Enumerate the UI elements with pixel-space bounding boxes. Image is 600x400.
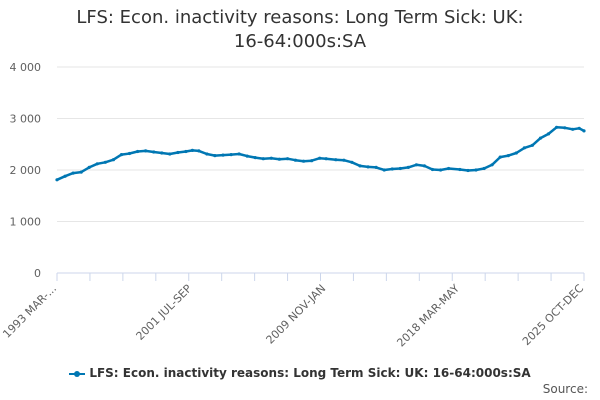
data-point[interactable] — [213, 154, 217, 158]
y-tick-label: 0 — [34, 267, 41, 280]
x-tick-label: 2009 NOV-JAN — [264, 282, 329, 347]
series-line — [56, 126, 585, 181]
data-point[interactable] — [422, 164, 426, 168]
data-point[interactable] — [253, 156, 257, 160]
data-point[interactable] — [302, 159, 306, 163]
x-axis-labels: 1993 MAR-... 2001 JUL-SEP 2009 NOV-JAN 2018… — [0, 282, 586, 350]
data-point[interactable] — [71, 171, 75, 175]
data-point[interactable] — [482, 166, 486, 171]
y-tick-label: 3 000 — [10, 113, 42, 126]
data-point[interactable] — [285, 157, 290, 161]
y-tick-label: 2 000 — [10, 164, 42, 177]
data-point[interactable] — [277, 157, 281, 161]
data-point[interactable] — [136, 149, 140, 154]
data-point[interactable] — [63, 174, 67, 178]
data-point[interactable] — [269, 156, 273, 160]
data-point[interactable] — [563, 126, 567, 130]
legend-line-marker-icon — [69, 369, 86, 379]
data-point[interactable] — [390, 167, 394, 171]
data-point[interactable] — [406, 165, 410, 169]
data-point[interactable] — [95, 162, 99, 166]
data-point[interactable] — [577, 126, 581, 130]
y-axis-labels: 0 1 000 2 000 3 000 4 000 — [10, 61, 42, 280]
data-point[interactable] — [197, 149, 201, 153]
data-point[interactable] — [127, 151, 132, 156]
data-point[interactable] — [111, 158, 115, 162]
data-point[interactable] — [205, 152, 209, 156]
x-tick-label: 2001 JUL-SEP — [133, 282, 194, 343]
data-point[interactable] — [555, 125, 559, 129]
data-point[interactable] — [374, 165, 378, 169]
data-point[interactable] — [490, 163, 494, 167]
data-point[interactable] — [474, 168, 478, 172]
data-point[interactable] — [237, 152, 241, 156]
data-point[interactable] — [144, 149, 148, 153]
data-point[interactable] — [546, 132, 551, 136]
data-point[interactable] — [152, 150, 156, 154]
data-point[interactable] — [466, 168, 470, 173]
data-point[interactable] — [55, 178, 59, 182]
data-point[interactable] — [160, 151, 164, 155]
data-point[interactable] — [447, 166, 451, 171]
y-tick-label: 1 000 — [10, 216, 42, 229]
data-point[interactable] — [382, 168, 386, 172]
data-point[interactable] — [522, 146, 527, 150]
y-tick-label: 4 000 — [10, 61, 42, 74]
legend[interactable]: LFS: Econ. inactivity reasons: Long Term… — [0, 366, 600, 380]
data-point[interactable] — [119, 153, 124, 157]
data-point[interactable] — [229, 153, 233, 157]
chart-title: LFS: Econ. inactivity reasons: Long Term… — [76, 7, 524, 52]
data-point[interactable] — [103, 160, 107, 164]
x-tick-label: 2018 MAR-MAY — [394, 282, 462, 350]
data-point[interactable] — [310, 159, 314, 163]
data-point[interactable] — [358, 164, 362, 168]
data-point[interactable] — [342, 158, 346, 162]
data-point[interactable] — [334, 158, 338, 162]
data-point[interactable] — [190, 148, 194, 152]
source-label: Source: — [542, 382, 588, 396]
series-layer — [55, 125, 586, 182]
x-tick-label: 2025 OCT-DEC — [520, 282, 586, 348]
data-point[interactable] — [571, 127, 575, 131]
gridlines — [57, 66, 584, 222]
data-point[interactable] — [245, 154, 249, 158]
data-point[interactable] — [514, 151, 518, 155]
data-point[interactable] — [350, 160, 354, 164]
data-point[interactable] — [168, 152, 172, 156]
data-point[interactable] — [582, 129, 586, 133]
legend-label: LFS: Econ. inactivity reasons: Long Term… — [89, 366, 531, 380]
data-point[interactable] — [414, 163, 418, 167]
data-point[interactable] — [221, 153, 225, 157]
data-point[interactable] — [184, 149, 188, 154]
data-point[interactable] — [87, 165, 91, 169]
data-point[interactable] — [439, 168, 443, 172]
data-point[interactable] — [261, 157, 265, 161]
x-axis — [56, 272, 585, 281]
data-point[interactable] — [538, 136, 543, 140]
data-point[interactable] — [530, 143, 535, 147]
x-tick-label: 1993 MAR-... — [0, 282, 59, 341]
data-point[interactable] — [498, 155, 502, 159]
data-point[interactable] — [506, 154, 510, 158]
data-point[interactable] — [366, 165, 370, 169]
data-point[interactable] — [318, 156, 322, 160]
data-point[interactable] — [430, 167, 435, 172]
data-point[interactable] — [458, 167, 462, 172]
data-point[interactable] — [176, 150, 180, 155]
data-point[interactable] — [293, 158, 298, 162]
data-point[interactable] — [324, 157, 328, 161]
data-point[interactable] — [398, 166, 402, 171]
data-point[interactable] — [79, 170, 83, 174]
